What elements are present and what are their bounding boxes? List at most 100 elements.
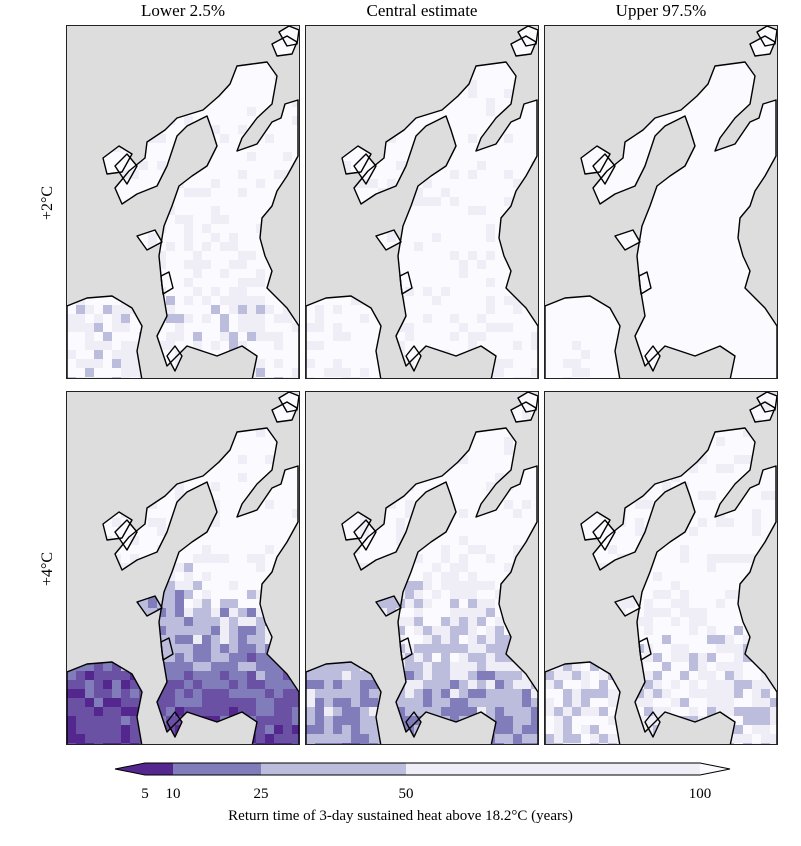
grid-cell bbox=[459, 536, 468, 545]
grid-cell bbox=[423, 314, 432, 323]
grid-cell bbox=[608, 716, 617, 725]
coastline bbox=[341, 145, 372, 175]
grid-cell bbox=[193, 698, 202, 707]
grid-cell bbox=[734, 671, 743, 680]
grid-cell bbox=[202, 671, 211, 680]
grid-cell bbox=[265, 698, 274, 707]
grid-cell bbox=[247, 617, 256, 626]
grid-cell bbox=[220, 644, 229, 653]
grid-cell bbox=[486, 233, 495, 242]
grid-cell bbox=[432, 626, 441, 635]
grid-cell bbox=[378, 599, 387, 608]
grid-cell bbox=[752, 518, 761, 527]
grid-cell bbox=[522, 500, 531, 509]
grid-cell bbox=[351, 707, 360, 716]
grid-cell bbox=[238, 323, 247, 332]
grid-cell bbox=[770, 491, 777, 500]
grid-cell bbox=[513, 689, 522, 698]
grid-cell bbox=[166, 698, 175, 707]
grid-cell bbox=[752, 689, 761, 698]
coastline bbox=[644, 711, 661, 738]
grid-cell bbox=[698, 617, 707, 626]
grid-cell bbox=[468, 251, 477, 260]
coastline bbox=[749, 35, 776, 57]
grid-cell bbox=[644, 689, 653, 698]
grid-cell bbox=[193, 554, 202, 563]
grid-cell bbox=[342, 743, 351, 744]
grid-cell bbox=[387, 179, 396, 188]
grid-cell bbox=[211, 554, 220, 563]
grid-cell bbox=[324, 698, 333, 707]
grid-cell bbox=[504, 170, 513, 179]
grid-cell bbox=[193, 251, 202, 260]
grid-cell bbox=[342, 734, 351, 743]
grid-cell bbox=[725, 662, 734, 671]
grid-cell bbox=[184, 698, 193, 707]
grid-cell bbox=[450, 581, 459, 590]
grid-cell bbox=[94, 377, 103, 378]
grid-cell bbox=[554, 671, 563, 680]
grid-cell bbox=[450, 707, 459, 716]
grid-cell bbox=[166, 599, 175, 608]
grid-cell bbox=[283, 725, 292, 734]
grid-cell bbox=[689, 716, 698, 725]
grid-cell bbox=[184, 215, 193, 224]
grid-cell bbox=[734, 707, 743, 716]
grid-cell bbox=[175, 635, 184, 644]
grid-cell bbox=[716, 680, 725, 689]
grid-cell bbox=[495, 644, 504, 653]
grid-cell bbox=[572, 662, 581, 671]
grid-cell bbox=[450, 572, 459, 581]
grid-cell bbox=[599, 689, 608, 698]
grid-cell bbox=[292, 689, 299, 698]
grid-cell bbox=[572, 743, 581, 744]
grid-cell bbox=[734, 680, 743, 689]
grid-cell bbox=[166, 707, 175, 716]
grid-cell bbox=[545, 743, 554, 744]
grid-cell bbox=[324, 368, 333, 377]
grid-cell bbox=[635, 500, 644, 509]
grid-cell bbox=[423, 626, 432, 635]
grid-cell bbox=[229, 242, 238, 251]
grid-cell bbox=[716, 635, 725, 644]
grid-cell bbox=[202, 572, 211, 581]
grid-cell bbox=[743, 554, 752, 563]
grid-cell bbox=[76, 716, 85, 725]
grid-cell bbox=[405, 716, 414, 725]
coastline bbox=[353, 519, 377, 551]
grid-cell bbox=[238, 644, 247, 653]
grid-cell bbox=[166, 332, 175, 341]
grid-cell bbox=[734, 644, 743, 653]
grid-cell bbox=[67, 716, 76, 725]
grid-cell bbox=[653, 671, 662, 680]
grid-cell bbox=[229, 689, 238, 698]
colorbar-segment bbox=[261, 763, 406, 775]
grid-cell bbox=[333, 680, 342, 689]
grid-cell bbox=[229, 653, 238, 662]
grid-cell bbox=[563, 662, 572, 671]
grid-cell bbox=[166, 626, 175, 635]
grid-cell bbox=[432, 635, 441, 644]
grid-cell bbox=[477, 617, 486, 626]
coastline bbox=[306, 661, 382, 744]
grid-cell bbox=[698, 455, 707, 464]
grid-cell bbox=[599, 707, 608, 716]
grid-cell bbox=[256, 179, 265, 188]
grid-cell bbox=[229, 296, 238, 305]
grid-cell bbox=[247, 152, 256, 161]
grid-cell bbox=[265, 500, 274, 509]
grid-cell bbox=[689, 689, 698, 698]
grid-cell bbox=[441, 644, 450, 653]
grid-cell bbox=[193, 617, 202, 626]
grid-cell bbox=[581, 725, 590, 734]
grid-cell bbox=[396, 341, 405, 350]
grid-cell bbox=[590, 725, 599, 734]
grid-cell bbox=[432, 563, 441, 572]
grid-cell bbox=[351, 377, 360, 378]
grid-cell bbox=[67, 377, 76, 378]
grid-cell bbox=[283, 680, 292, 689]
grid-cell bbox=[680, 599, 689, 608]
grid-cell bbox=[590, 707, 599, 716]
grid-cell bbox=[698, 689, 707, 698]
